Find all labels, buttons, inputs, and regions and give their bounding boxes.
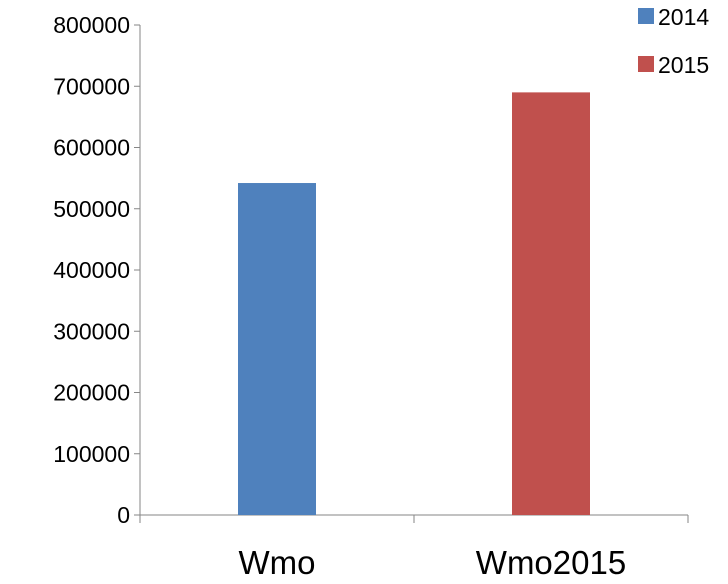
bar-2015-Wmo2015 [512,92,590,515]
y-tick-label: 100000 [53,441,130,467]
y-tick-label: 400000 [53,257,130,283]
legend-label: 2015 [658,52,709,78]
legend: 2014 2015 [638,4,709,78]
x-axis: Wmo Wmo2015 [139,514,689,581]
y-tick-label: 200000 [53,380,130,406]
x-category-label: Wmo2015 [476,544,626,581]
y-tick-group: 0 100000 200000 300000 400000 500000 600000 700… [53,12,140,528]
y-tick-label: 0 [117,502,130,528]
y-tick-label: 700000 [53,73,130,99]
bar-group [238,92,590,515]
legend-label: 2014 [658,4,709,30]
legend-swatch [638,8,654,24]
legend-swatch [638,56,654,72]
y-tick-label: 600000 [53,135,130,161]
y-tick-label: 300000 [53,318,130,344]
y-tick-label: 800000 [53,12,130,38]
y-axis: 0 100000 200000 300000 400000 500000 600000 700… [53,12,141,528]
y-tick-label: 500000 [53,196,130,222]
x-tick-group: Wmo Wmo2015 [139,515,689,581]
bar-2014-Wmo [238,183,316,515]
x-category-label: Wmo [239,544,316,581]
